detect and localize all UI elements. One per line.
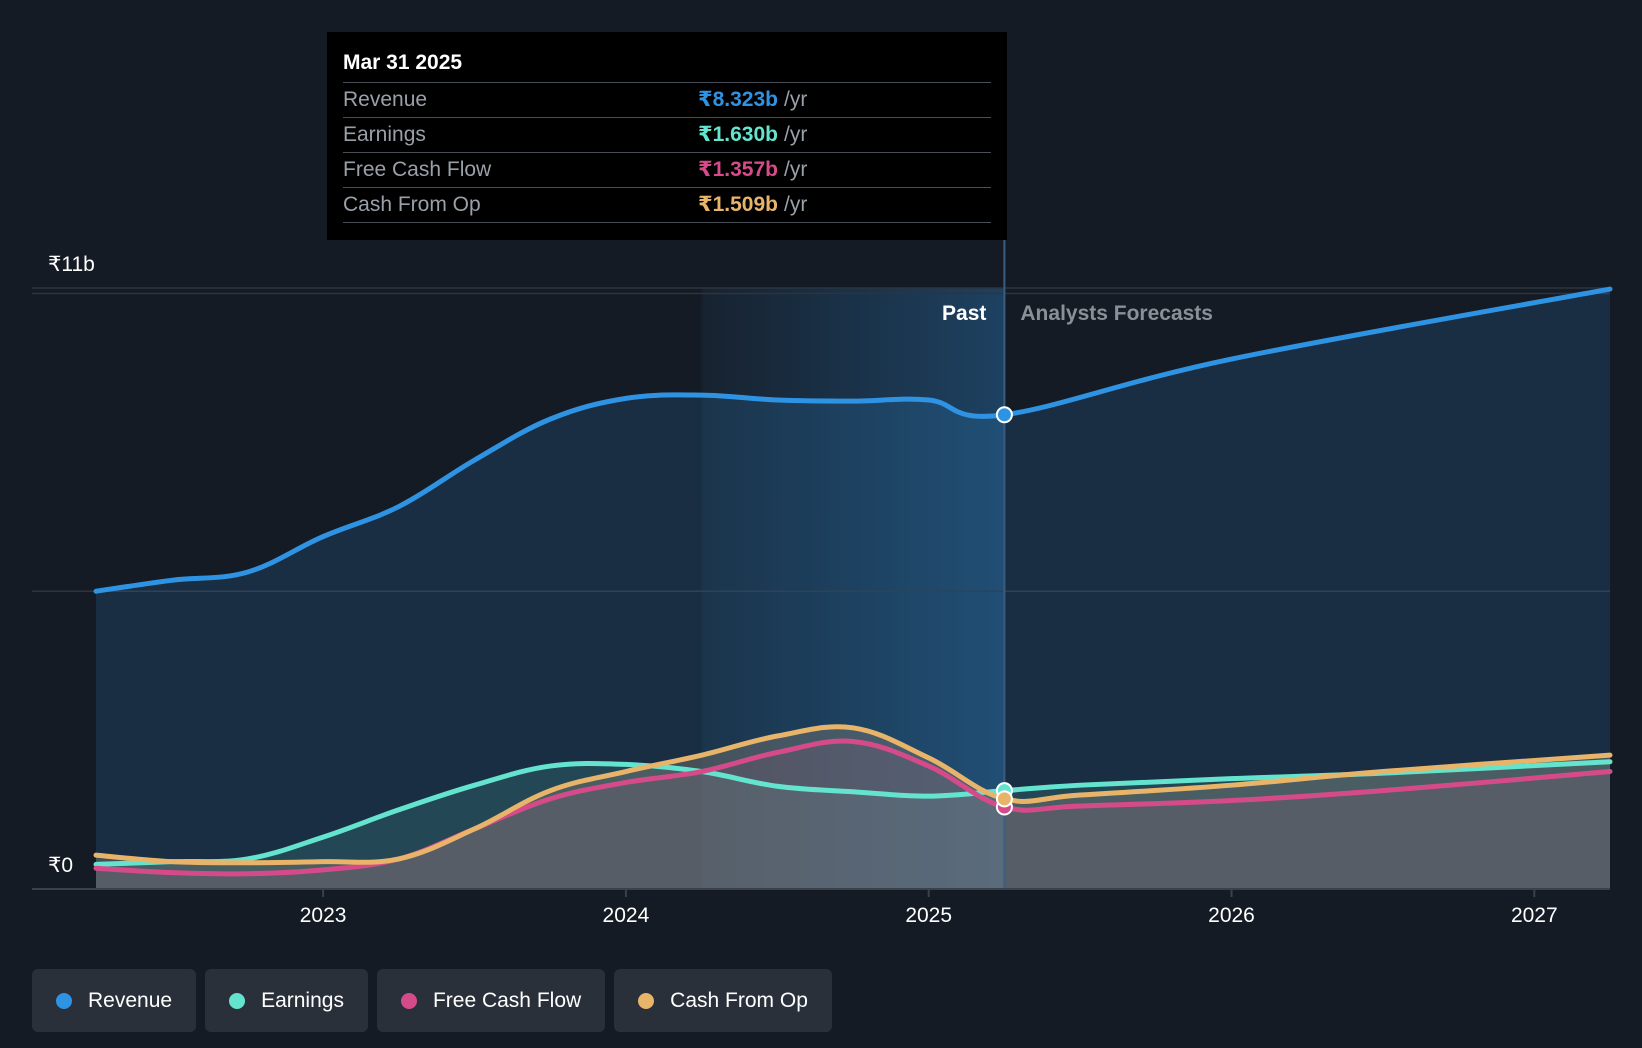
tooltip-date: Mar 31 2025 <box>343 51 463 74</box>
legend-item-revenue[interactable]: Revenue <box>32 969 197 1032</box>
legend-label: Free Cash Flow <box>432 988 582 1012</box>
tooltip-row-earnings: Earnings ₹1.630b /yr <box>343 117 991 152</box>
x-tick-label: 2023 <box>300 904 347 927</box>
tooltip: Mar 31 2025 Revenue ₹8.323b /yr Earnings… <box>327 32 1007 240</box>
tooltip-label: Earnings <box>343 123 426 146</box>
x-tick-label: 2026 <box>1208 904 1255 927</box>
free-cash-flow-line <box>93 738 1613 877</box>
tooltip-unit: /yr <box>784 88 808 111</box>
forecast-label: Analysts Forecasts <box>1020 302 1213 325</box>
cash-from-op-marker <box>995 790 1013 808</box>
cash-from-op-dot-icon <box>638 992 655 1009</box>
revenue-area <box>96 289 1610 889</box>
legend: Revenue Earnings Free Cash Flow Cash Fro… <box>32 969 832 1032</box>
y-tick-label: ₹0 <box>48 854 73 877</box>
legend-label: Revenue <box>88 988 173 1012</box>
cash-from-op-area <box>96 726 1610 889</box>
x-tick-label: 2024 <box>603 904 650 927</box>
legend-item-cash-from-op[interactable]: Cash From Op <box>614 969 832 1032</box>
tooltip-unit: /yr <box>784 158 808 181</box>
free-cash-flow-dot-icon <box>400 992 417 1009</box>
tooltip-row-free-cash-flow: Free Cash Flow ₹1.357b /yr <box>343 152 991 187</box>
free-cash-flow-area <box>96 741 1610 889</box>
legend-label: Earnings <box>261 988 344 1012</box>
tooltip-label: Cash From Op <box>343 193 481 216</box>
tooltip-unit: /yr <box>784 193 808 216</box>
y-tick-label: ₹11b <box>48 253 95 276</box>
revenue-line <box>93 286 1613 594</box>
tooltip-value: ₹1.357b <box>698 158 778 181</box>
lower-series-shade <box>96 726 1610 889</box>
tooltip-unit: /yr <box>784 123 808 146</box>
legend-label: Cash From Op <box>670 988 808 1012</box>
legend-item-earnings[interactable]: Earnings <box>205 969 368 1032</box>
past-highlight-band <box>701 288 1005 889</box>
revenue-marker <box>995 406 1013 424</box>
past-label: Past <box>942 302 986 325</box>
cash-from-op-line <box>93 724 1613 866</box>
tooltip-value: ₹8.323b <box>698 88 778 111</box>
legend-item-free-cash-flow[interactable]: Free Cash Flow <box>376 969 606 1032</box>
tooltip-label: Free Cash Flow <box>343 158 492 181</box>
x-tick-label: 2027 <box>1511 904 1558 927</box>
tooltip-label: Revenue <box>343 88 428 111</box>
earnings-area <box>96 761 1610 889</box>
tooltip-row-cash-from-op: Cash From Op ₹1.509b /yr <box>343 187 991 223</box>
revenue-dot-icon <box>56 992 72 1009</box>
x-tick-label: 2025 <box>905 904 952 927</box>
tooltip-row-revenue: Revenue ₹8.323b /yr <box>343 82 991 117</box>
tooltip-value: ₹1.509b <box>698 193 778 216</box>
tooltip-value: ₹1.630b <box>698 123 778 146</box>
earnings-line <box>93 759 1613 867</box>
earnings-dot-icon <box>229 992 246 1009</box>
